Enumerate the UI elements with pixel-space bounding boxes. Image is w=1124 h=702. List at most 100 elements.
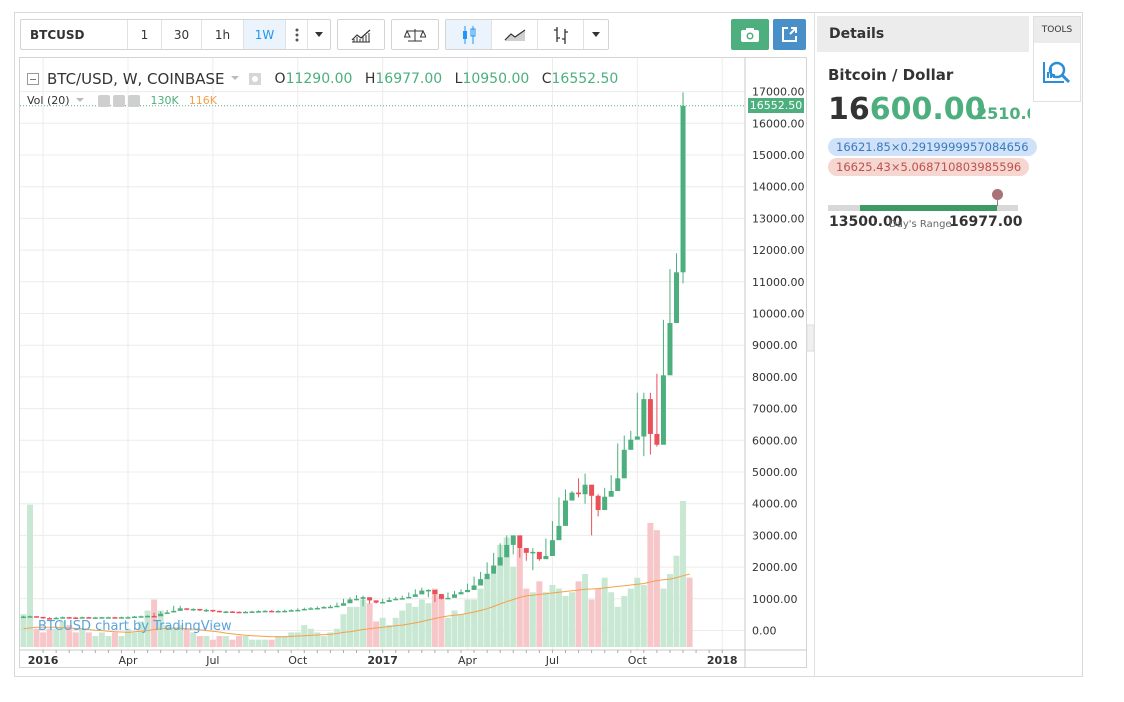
volume-bar [203, 636, 210, 647]
volume-bar [229, 639, 236, 647]
candle-body [327, 606, 333, 609]
volume-bar [418, 599, 425, 647]
candle-body [216, 610, 222, 613]
popout-button[interactable] [773, 19, 806, 50]
interval-30-button[interactable]: 30 [162, 20, 202, 49]
details-tool-button[interactable] [1034, 43, 1080, 101]
volume-ma-value: 116K [188, 94, 217, 107]
interval-dropdown-button[interactable] [308, 20, 330, 49]
indicators-button[interactable] [338, 20, 384, 49]
candle-body [602, 496, 608, 511]
details-panel [814, 12, 1032, 677]
price-axis-label: 9000.00 [752, 339, 798, 352]
bars-icon [553, 26, 568, 44]
candle-body [184, 608, 190, 610]
candle-body [667, 323, 673, 376]
volume-bar [647, 522, 654, 647]
candle-body [145, 615, 151, 618]
volume-bar [242, 636, 249, 647]
volume-bar [138, 621, 145, 647]
candle-body [158, 613, 164, 617]
candle-body [288, 610, 294, 612]
chart-pane[interactable] [19, 57, 807, 668]
interval-1h-button[interactable]: 1h [202, 20, 244, 49]
ask-pill: 16625.43×5.068710803985596 [828, 158, 1030, 176]
volume-bar [144, 610, 151, 647]
volume-bar [209, 639, 216, 647]
indicators-icon [351, 29, 371, 42]
symbol-input[interactable]: BTCUSD [21, 20, 128, 49]
tradingview-watermark[interactable]: BTCUSD chart by TradingView [38, 619, 232, 634]
volume-bar [399, 610, 406, 647]
series-menu-caret-icon[interactable] [230, 76, 239, 80]
price-axis-label: 11000.00 [752, 276, 805, 289]
volume-visibility-icon[interactable] [97, 94, 110, 107]
popout-icon [782, 27, 797, 42]
compare-button[interactable] [392, 20, 438, 49]
candle-body [79, 617, 85, 619]
volume-settings-icon[interactable] [112, 94, 125, 107]
candle-body [556, 525, 562, 541]
volume-bar [503, 537, 510, 647]
volume-bar [105, 636, 112, 647]
time-axis-label: 2017 [367, 654, 398, 667]
snapshot-button[interactable] [731, 19, 769, 50]
volume-bar [621, 595, 628, 647]
candle-body [282, 610, 288, 613]
collapse-legend-icon[interactable] [27, 73, 39, 85]
volume-remove-icon[interactable] [127, 94, 140, 107]
volume-bar [601, 577, 608, 647]
candle-body [118, 617, 124, 619]
price-axis-label: 6000.00 [752, 434, 798, 447]
volume-bar [66, 625, 73, 647]
volume-bar [438, 595, 445, 647]
candle-body [647, 399, 653, 434]
price-axis-label: 13000.00 [752, 212, 805, 225]
volume-bar [33, 628, 40, 647]
series-settings-icon[interactable] [248, 73, 261, 85]
time-axis-label: Oct [288, 654, 308, 667]
candle-body [510, 535, 516, 545]
interval-1w-button[interactable]: 1W [244, 20, 286, 49]
compare-icon [404, 28, 426, 41]
last-price-suffix: 600.00 [869, 92, 986, 127]
volume-bar [555, 588, 562, 647]
tools-panel: TOOLS [1033, 16, 1081, 102]
candle-body [425, 589, 431, 592]
candles-style-button[interactable] [446, 20, 492, 49]
close-value: 16552.50 [551, 71, 619, 87]
bars-style-button[interactable] [538, 20, 584, 49]
volume-bar [27, 504, 34, 647]
candle-body [621, 449, 627, 479]
volume-bar [484, 577, 491, 647]
volume-bar [314, 632, 321, 647]
candle-body [582, 484, 588, 495]
candle-body [171, 610, 177, 613]
candle-body [151, 615, 157, 618]
volume-bar [353, 606, 360, 647]
volume-menu-caret-icon[interactable] [75, 97, 84, 102]
candle-body [99, 617, 105, 619]
volume-bar [46, 628, 53, 647]
price-axis-label: 14000.00 [752, 181, 805, 194]
volume-bar [177, 625, 184, 647]
candle-body [132, 616, 138, 619]
volume-bar [660, 588, 667, 647]
line-style-button[interactable] [492, 20, 538, 49]
candle-body [112, 617, 118, 619]
price-axis-label: 7000.00 [752, 403, 798, 416]
volume-bar [634, 577, 641, 647]
candle-body [125, 617, 131, 619]
volume-bar [235, 636, 242, 647]
candle-body [412, 594, 418, 597]
low-label: L [454, 71, 463, 87]
volume-bar [490, 574, 497, 647]
chart-style-dropdown-button[interactable] [584, 20, 608, 49]
interval-1-button[interactable]: 1 [128, 20, 162, 49]
price-axis-label: 0.00 [752, 625, 777, 638]
more-intervals-button[interactable] [286, 20, 308, 49]
volume-bar [627, 588, 634, 647]
candle-body [347, 599, 353, 604]
series-title: BTC/USD, W, COINBASE [47, 70, 225, 88]
